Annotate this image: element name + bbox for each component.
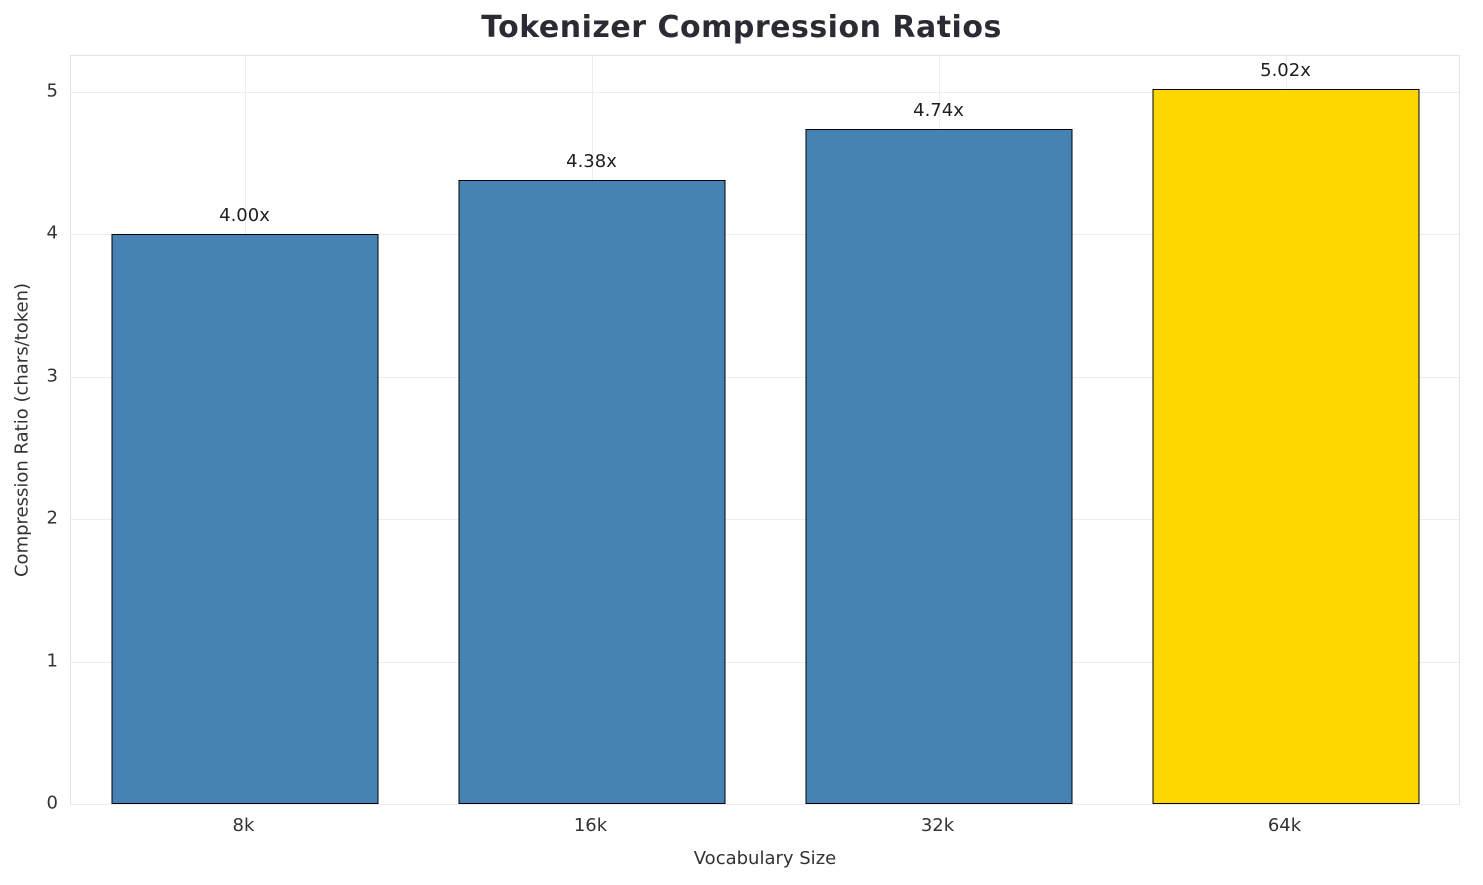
gridline-horizontal bbox=[71, 804, 1459, 805]
gridline-horizontal bbox=[71, 234, 1459, 236]
x-tick-label: 64k bbox=[1267, 815, 1302, 836]
y-tick-label: 0 bbox=[46, 792, 58, 814]
bar-group: 4.00x bbox=[71, 56, 418, 804]
bar-value-label: 4.74x bbox=[913, 100, 964, 121]
bar-8k bbox=[111, 234, 378, 804]
x-tick-label: 8k bbox=[232, 815, 255, 836]
y-tick-label: 3 bbox=[46, 365, 58, 387]
y-tick-label: 4 bbox=[46, 222, 58, 244]
bar-16k bbox=[458, 180, 725, 804]
x-tick-label: 32k bbox=[920, 815, 955, 836]
bar-32k bbox=[805, 129, 1072, 804]
y-tick-label: 1 bbox=[46, 650, 58, 672]
y-tick-label: 2 bbox=[46, 507, 58, 529]
bar-group: 5.02x bbox=[1112, 56, 1459, 804]
bar-group: 4.74x bbox=[765, 56, 1112, 804]
bar-value-label: 5.02x bbox=[1260, 60, 1311, 81]
bar-group: 4.38x bbox=[418, 56, 765, 804]
gridline-horizontal bbox=[71, 661, 1459, 663]
x-axis-ticks: 8k 16k 32k 64k bbox=[70, 815, 1460, 845]
y-axis-ticks: 0 1 2 3 4 5 bbox=[0, 55, 70, 813]
bar-value-label: 4.38x bbox=[566, 151, 617, 172]
bar-value-label: 4.00x bbox=[219, 205, 270, 226]
y-tick-label: 5 bbox=[46, 80, 58, 102]
x-tick-label: 16k bbox=[573, 815, 608, 836]
plot-area: 4.00x 4.38x 4.74x 5.02x bbox=[70, 55, 1460, 805]
x-axis-label: Vocabulary Size bbox=[693, 848, 837, 869]
gridline-horizontal bbox=[71, 376, 1459, 378]
gridline-horizontal bbox=[71, 91, 1459, 93]
chart-title: Tokenizer Compression Ratios bbox=[481, 10, 1002, 45]
gridline-horizontal bbox=[71, 519, 1459, 521]
bar-64k bbox=[1152, 89, 1419, 804]
